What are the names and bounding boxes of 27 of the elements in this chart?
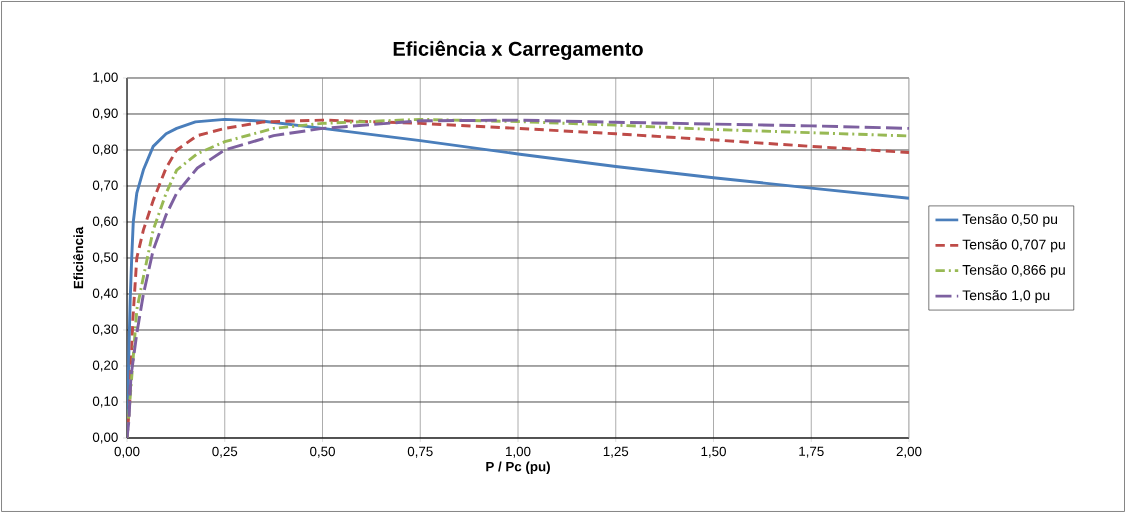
y-tick-label: 0,40 — [92, 288, 118, 300]
y-tick-label: 0,10 — [92, 396, 118, 408]
x-tick-label: 1,00 — [506, 446, 531, 458]
y-tick-label: 0,30 — [92, 324, 118, 336]
y-tick-label: 0,90 — [92, 108, 118, 120]
chart-title: Eficiência x Carregamento — [393, 40, 643, 60]
y-tick-label: 0,80 — [92, 144, 118, 156]
y-axis-title: Eficiência — [73, 226, 84, 289]
x-tick-label: 0,50 — [310, 446, 335, 458]
x-tick-label: 1,50 — [701, 446, 726, 458]
x-tick-label: 1,25 — [603, 446, 629, 458]
legend-label: Tensão 0,50 pu — [962, 213, 1058, 227]
x-axis-title: P / Pc (pu) — [486, 461, 550, 474]
legend-label: Tensão 1,0 pu — [962, 290, 1050, 303]
y-tick-label: 0,20 — [92, 360, 118, 372]
y-tick-label: 0,50 — [92, 252, 118, 264]
x-tick-label: 0,75 — [407, 446, 433, 458]
x-tick-label: 2,00 — [896, 446, 922, 458]
x-tick-label: 0,00 — [114, 446, 140, 458]
y-tick-label: 0,00 — [92, 432, 118, 444]
legend-label: Tensão 0,866 pu — [962, 264, 1065, 278]
x-tick-label: 1,75 — [799, 446, 824, 458]
y-tick-label: 0,70 — [92, 180, 118, 192]
x-tick-label: 0,25 — [212, 446, 238, 458]
y-tick-label: 0,60 — [92, 216, 118, 228]
y-tick-label: 1,00 — [93, 72, 118, 84]
legend-label: Tensão 0,707 pu — [962, 239, 1065, 253]
